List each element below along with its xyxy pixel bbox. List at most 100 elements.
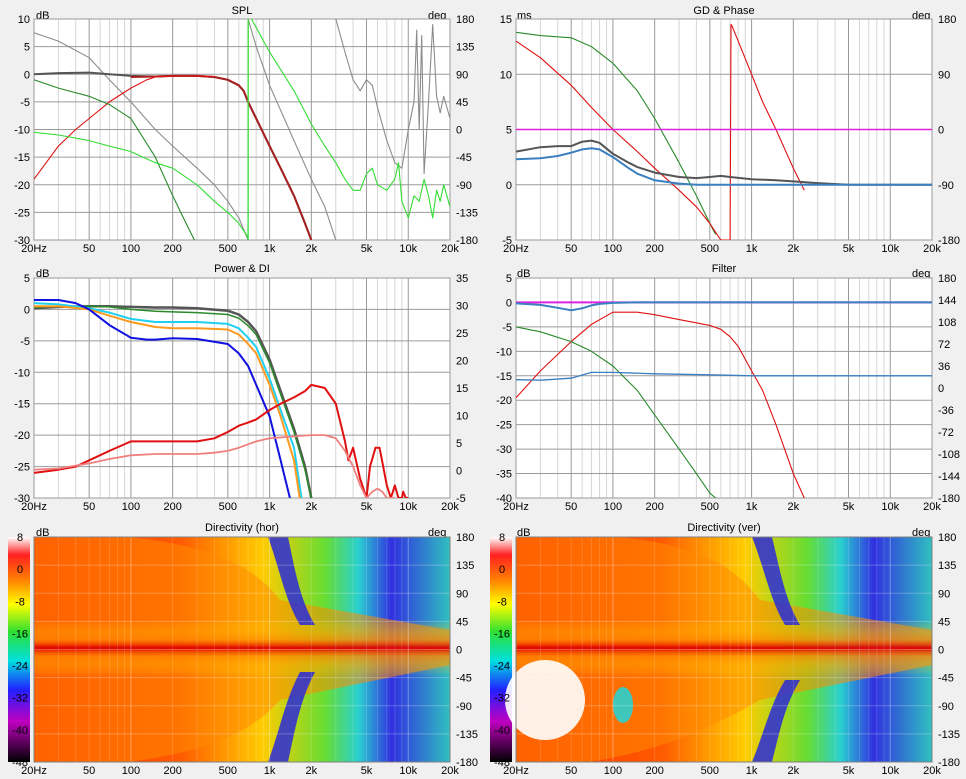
- dirv-xtick-label: 5k: [843, 765, 855, 777]
- dirh-xtick-label: 100: [122, 765, 140, 777]
- power-y2tick-label: 0: [456, 466, 462, 478]
- gd-y2tick-label: 90: [938, 69, 950, 81]
- dirh-colorbar-tick: 0: [17, 564, 23, 576]
- spl-ytick-label: -15: [14, 152, 30, 164]
- filter-ytick-label: 0: [506, 297, 512, 309]
- spl-xtick-label: 2k: [306, 243, 318, 255]
- spl-ytick-label: -25: [14, 207, 30, 219]
- spl-y2tick-label: 45: [456, 97, 468, 109]
- spl-y2tick-label: -45: [456, 152, 472, 164]
- filter-ytick-label: 5: [506, 273, 512, 285]
- filter-y2tick-label: 0: [938, 383, 944, 395]
- dirh-unit-left: dB: [36, 527, 49, 539]
- dirh-xtick-label: 5k: [361, 765, 373, 777]
- dirv-main-lobe: [516, 620, 932, 676]
- spl-y2tick-label: -90: [456, 180, 472, 192]
- power-ytick-label: 5: [24, 273, 30, 285]
- dirv-deg-tick-label: 180: [938, 532, 956, 544]
- spl-ytick-label: -30: [14, 235, 30, 247]
- dirv-xtick-label: 10k: [881, 765, 899, 777]
- filter-y2tick-label: 108: [938, 317, 956, 329]
- spl-xtick-label: 1k: [264, 243, 276, 255]
- dirv-unit-left: dB: [517, 527, 530, 539]
- filter-ytick-label: -5: [502, 322, 512, 334]
- spl-series-line: [34, 131, 249, 238]
- gd-series-group: [516, 23, 932, 240]
- filter-xtick-label: 5k: [843, 501, 855, 513]
- power-series-line: [34, 383, 409, 498]
- dirv-deg-tick-label: -180: [938, 757, 960, 769]
- filter-y2tick-label: 144: [938, 295, 956, 307]
- spl-ytick-label: -10: [14, 125, 30, 137]
- dirh-xtick-label: 1k: [264, 765, 276, 777]
- dirv-colorbar-tick: -32: [494, 693, 510, 705]
- spl-ytick-label: -5: [20, 97, 30, 109]
- filter-series-line: [516, 301, 932, 312]
- dirh-xtick-label: 20Hz: [21, 765, 47, 777]
- dirh-blue-ridge-top: [268, 537, 315, 625]
- dirh-title: Directivity (hor): [205, 522, 279, 534]
- directivity-hor-heatmap: [8, 537, 450, 762]
- spl-xtick-label: 100: [122, 243, 140, 255]
- dirh-xtick-label: 10k: [399, 765, 417, 777]
- filter-ytick-label: -25: [496, 420, 512, 432]
- power-y2tick-label: 25: [456, 328, 468, 340]
- spl-chart: 1050-5-10-15-20-25-3018013590450-45-90-1…: [14, 14, 478, 255]
- dirh-deg-tick-label: -45: [456, 673, 472, 685]
- spl-xtick-label: 200: [163, 243, 181, 255]
- power-ytick-label: -15: [14, 399, 30, 411]
- filter-ytick-label: -20: [496, 395, 512, 407]
- spl-ytick-label: 0: [24, 69, 30, 81]
- power-ytick-label: -30: [14, 493, 30, 505]
- dirv-xtick-label: 20Hz: [503, 765, 529, 777]
- dirv-yellow-band-bottom: [516, 650, 932, 762]
- spl-ytick-label: 5: [24, 42, 30, 54]
- filter-chart: 50-5-10-15-20-25-30-35-4018014410872360-…: [496, 273, 960, 513]
- dirv-colorbar-tick: 0: [499, 564, 505, 576]
- power-series-line: [34, 305, 313, 498]
- dirh-colorbar-tick: -24: [12, 661, 28, 673]
- gd-xtick-label: 100: [604, 243, 622, 255]
- spl-ytick-label: 10: [18, 14, 30, 26]
- power-xtick-label: 100: [122, 501, 140, 513]
- dirv-colorbar-tick: -16: [494, 628, 510, 640]
- power-series-line: [34, 305, 301, 498]
- filter-y2tick-label: -72: [938, 427, 954, 439]
- power-y2tick-label: -5: [456, 493, 466, 505]
- dirv-frame: [515, 536, 933, 763]
- spl-y2tick-label: -135: [456, 207, 478, 219]
- spl-y2tick-label: 180: [456, 14, 474, 26]
- gd-series-line: [516, 139, 932, 186]
- spl-series-line: [34, 79, 195, 240]
- gd-ytick-label: -5: [502, 235, 512, 247]
- dirv-lower-lobe: [613, 687, 633, 723]
- gd-xtick-label: 5k: [843, 243, 855, 255]
- dirv-title: Directivity (ver): [687, 522, 760, 534]
- dirv-deg-tick-label: -135: [938, 729, 960, 741]
- dirv-colorbar-tick: 8: [499, 532, 505, 544]
- filter-series-line: [516, 326, 716, 498]
- dirh-frame: [33, 536, 451, 763]
- filter-xtick-label: 1k: [746, 501, 758, 513]
- dirh-xtick-label: 50: [83, 765, 95, 777]
- filter-series-line: [516, 311, 805, 498]
- dirv-colorbar-tick: -48: [494, 757, 510, 769]
- gd-ytick-label: 15: [500, 14, 512, 26]
- dirh-colorbar-tick: -8: [15, 596, 25, 608]
- power-series-line: [34, 434, 395, 498]
- dirv-white-lobe: [505, 660, 585, 740]
- filter-xtick-label: 500: [701, 501, 719, 513]
- spl-series-line: [247, 19, 337, 240]
- power-xtick-label: 20Hz: [21, 501, 47, 513]
- filter-ytick-label: -35: [496, 469, 512, 481]
- dirh-blue-ridge-bottom: [268, 672, 315, 762]
- dirh-colorbar-tick: -32: [12, 693, 28, 705]
- spl-xtick-label: 20Hz: [21, 243, 47, 255]
- gd-ytick-label: 0: [506, 180, 512, 192]
- power-y2tick-label: 10: [456, 411, 468, 423]
- spl-y2tick-label: 0: [456, 125, 462, 137]
- power-series-line: [34, 299, 291, 498]
- filter-xtick-label: 10k: [881, 501, 899, 513]
- dirh-colorbar-tick: 8: [17, 532, 23, 544]
